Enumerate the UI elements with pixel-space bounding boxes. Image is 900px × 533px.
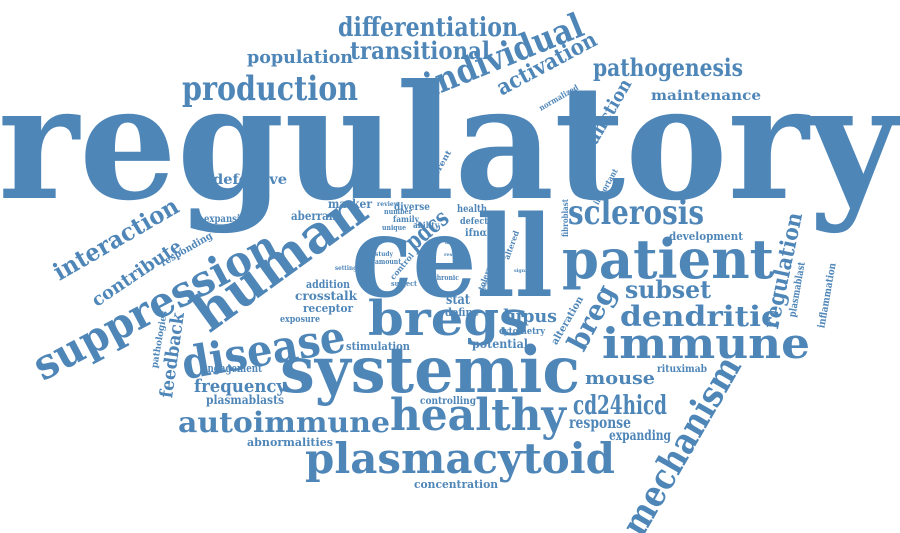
word-cytometry: cytometry — [499, 327, 546, 337]
word-signal: signal — [514, 268, 530, 274]
word-receptor: receptor — [303, 302, 353, 315]
word-cell: cell — [351, 192, 553, 323]
word-amount: amount — [375, 257, 402, 266]
word-stat: stat — [446, 292, 470, 308]
word-expanding: expanding — [609, 428, 671, 444]
word-study: study — [375, 251, 393, 258]
word-number: number — [384, 207, 412, 216]
word-lupus: lupus — [503, 306, 557, 327]
word-systemic: systemic — [280, 333, 580, 408]
word-diverse: diverse — [394, 202, 430, 213]
word-patient: patient — [562, 227, 774, 291]
word-addition: addition — [306, 278, 350, 291]
word-rituximab: rituximab — [657, 364, 707, 375]
word-production: production — [182, 69, 358, 109]
word-cells: cells — [454, 246, 466, 252]
word-autoimmune: autoimmune — [178, 406, 390, 439]
word-unique: unique — [382, 223, 406, 232]
word-result: result — [444, 252, 461, 258]
word-mouse: mouse — [585, 368, 655, 389]
word-abnormalities: abnormalities — [247, 436, 333, 449]
word-healthy: healthy — [390, 390, 567, 441]
word-frequency: frequency — [194, 376, 286, 397]
word-dendritic: dendritic — [620, 300, 780, 333]
word-subset: subset — [625, 275, 711, 304]
word-defective: defective — [213, 172, 287, 188]
word-immune: immune — [602, 319, 810, 368]
word-concentration: concentration — [414, 478, 498, 491]
word-development: development — [669, 230, 744, 243]
word-population: population — [247, 47, 353, 68]
word-ifna: ifnα — [465, 228, 487, 239]
word-bregs: bregs — [368, 291, 528, 347]
word-chronic: chronic — [433, 273, 459, 282]
word-potential: potential — [472, 337, 528, 351]
word-maintenance: maintenance — [651, 88, 761, 104]
word-review: review — [377, 201, 400, 208]
word-setting: setting — [335, 265, 358, 272]
word-transitional: transitional — [350, 36, 490, 65]
word-pathogenesis: pathogenesis — [593, 53, 743, 82]
word-crosstalk: crosstalk — [295, 289, 358, 303]
word-regulatory: regulatory — [0, 51, 900, 236]
word-mirna: mirna — [445, 240, 460, 246]
word-subject: subject — [391, 279, 418, 288]
word-sclerosis: sclerosis — [568, 193, 704, 233]
word-expansion: expansion — [204, 214, 253, 225]
word-inflammation: inflammation — [816, 261, 838, 329]
word-fibroblast: fibroblast — [560, 199, 570, 237]
word-stimulation: stimulation — [346, 340, 410, 353]
word-cd24hicd: cd24hicd — [573, 391, 667, 421]
word-response: response — [569, 413, 631, 432]
word-plasmablasts: plasmablasts — [206, 393, 284, 407]
word-family: family — [393, 214, 419, 224]
word-health: health — [457, 204, 488, 215]
word-controlling: controlling — [420, 396, 476, 407]
word-marker: marker — [328, 197, 373, 211]
word-defect: defect — [460, 217, 489, 227]
word-plasmacytoid: plasmacytoid — [305, 434, 615, 483]
word-ability: ability — [413, 220, 439, 230]
word-aberrant: aberrant — [291, 209, 341, 223]
word-exposure: exposure — [280, 315, 320, 325]
word-define: define — [445, 306, 479, 319]
word-engagement: engagement — [202, 362, 263, 375]
word-differentiation: differentiation — [338, 13, 518, 43]
